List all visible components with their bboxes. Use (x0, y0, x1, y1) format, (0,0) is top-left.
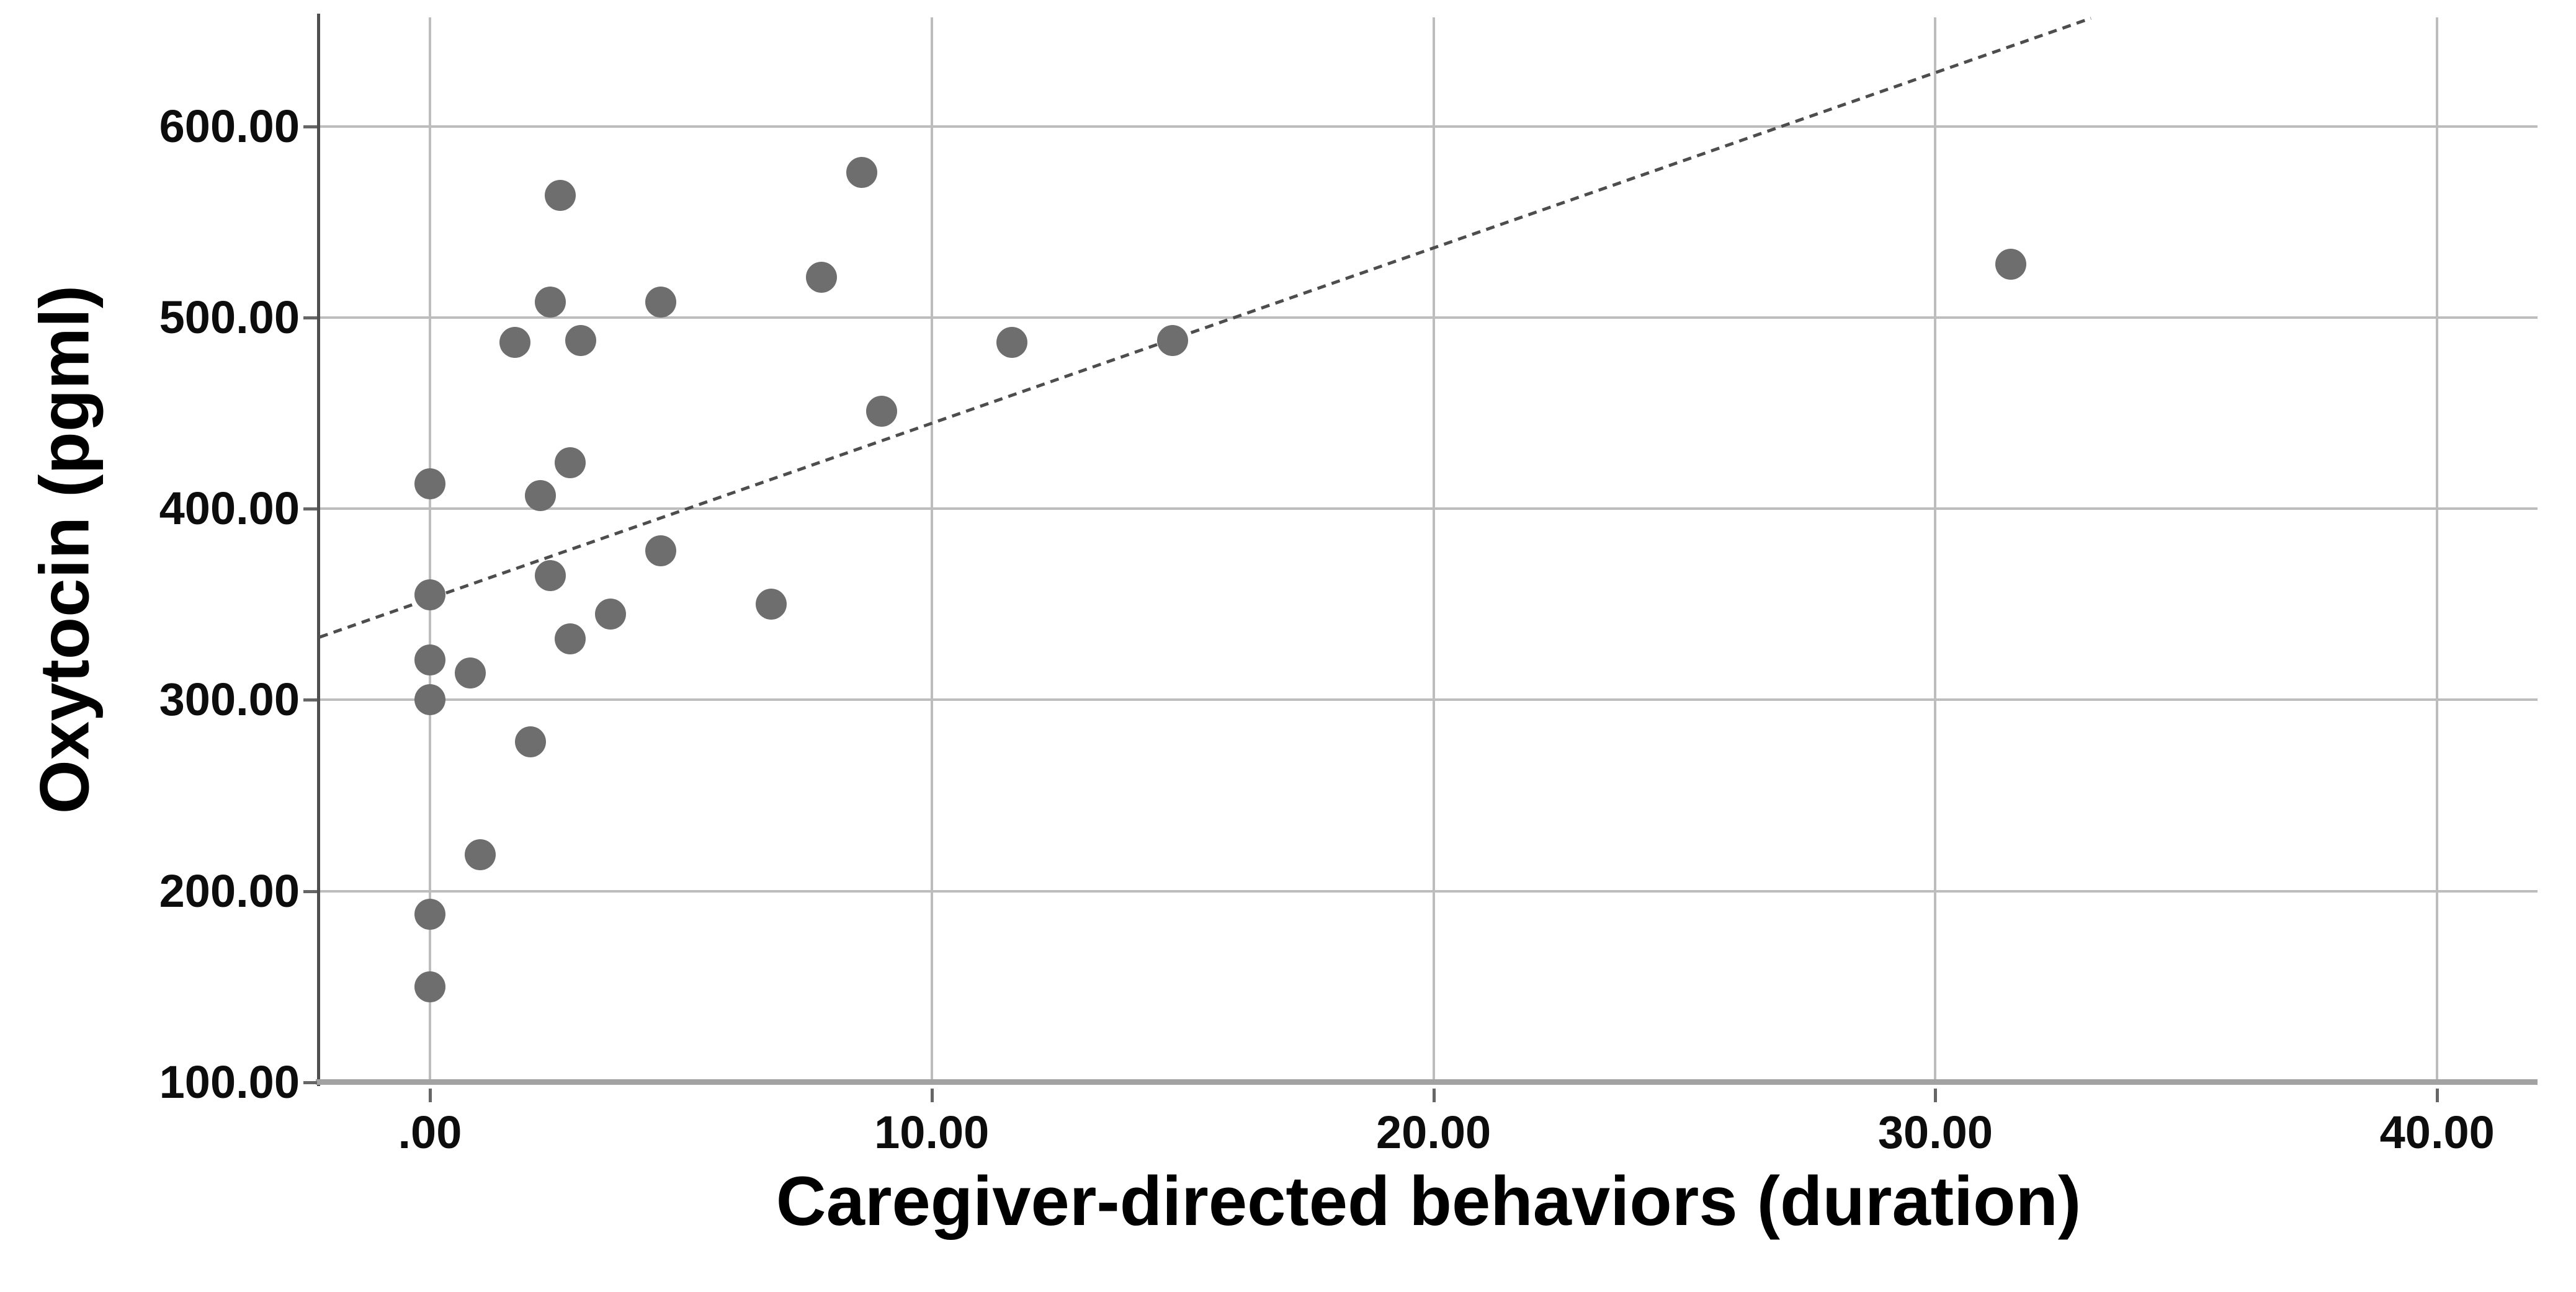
y-tick-mark (303, 889, 317, 893)
horizontal-gridline (320, 125, 2538, 128)
horizontal-gridline (320, 889, 2538, 893)
data-point (414, 579, 445, 610)
vertical-gridline (2436, 17, 2439, 1082)
y-tick-mark (303, 507, 317, 511)
x-tick-mark (930, 1089, 934, 1102)
vertical-gridline (930, 17, 933, 1082)
regression-fit-line (319, 17, 2091, 639)
horizontal-gridline (320, 698, 2538, 702)
y-tick-label: 200.00 (159, 865, 300, 917)
data-point (499, 327, 531, 359)
data-point (846, 156, 877, 188)
x-axis-line (316, 1079, 2538, 1085)
y-tick-mark (303, 316, 317, 319)
data-point (414, 684, 445, 716)
x-tick-label: .00 (398, 1107, 462, 1158)
x-tick-mark (1934, 1089, 1938, 1102)
vertical-gridline (428, 17, 431, 1082)
x-axis-title: Caregiver-directed behaviors (duration) (776, 1162, 2082, 1240)
data-point (1157, 324, 1188, 356)
y-tick-label: 500.00 (159, 291, 300, 343)
data-point (535, 560, 566, 592)
y-tick-label: 600.00 (159, 100, 300, 152)
x-tick-mark (1432, 1089, 1436, 1102)
data-point (565, 324, 596, 356)
fit-line-layer (319, 17, 2091, 639)
y-axis-line (317, 14, 320, 1086)
data-point (555, 447, 586, 479)
plot-area (303, 14, 2538, 1102)
x-tick-label: 20.00 (1375, 1107, 1491, 1158)
y-tick-mark (303, 698, 317, 702)
data-point (535, 287, 566, 318)
x-tick-label: 10.00 (874, 1107, 990, 1158)
y-tick-mark (303, 1081, 317, 1084)
data-point (645, 287, 676, 318)
data-point (805, 262, 837, 293)
y-tick-label: 400.00 (159, 483, 300, 535)
data-point (755, 589, 787, 620)
y-tick-labels: 100.00 200.00 300.00 400.00 500.00 600.00 (0, 17, 300, 1105)
data-point (555, 623, 586, 654)
y-tick-label: 100.00 (159, 1056, 300, 1108)
data-point (454, 657, 486, 689)
vertical-gridline (1934, 17, 1937, 1082)
data-point (595, 598, 627, 630)
data-point (865, 396, 897, 427)
x-tick-label: 30.00 (1877, 1107, 1993, 1158)
data-point (414, 468, 445, 500)
x-tick-mark (428, 1089, 432, 1102)
horizontal-gridline (320, 507, 2538, 510)
data-point (514, 726, 546, 758)
y-tick-label: 300.00 (159, 674, 300, 726)
x-tick-labels: .00 10.00 20.00 30.00 40.00 (320, 1108, 2538, 1170)
data-point (464, 839, 496, 871)
x-tick-label: 40.00 (2379, 1107, 2495, 1158)
data-point (414, 898, 445, 930)
y-tick-mark (303, 125, 317, 128)
horizontal-gridline (320, 316, 2538, 319)
data-point (545, 179, 576, 211)
data-point (1995, 248, 2026, 280)
x-tick-mark (2436, 1089, 2440, 1102)
data-point (414, 971, 445, 1002)
vertical-gridline (1432, 17, 1435, 1082)
data-point (645, 535, 676, 567)
data-point (524, 479, 556, 511)
data-point (996, 327, 1028, 359)
data-point (414, 644, 445, 675)
